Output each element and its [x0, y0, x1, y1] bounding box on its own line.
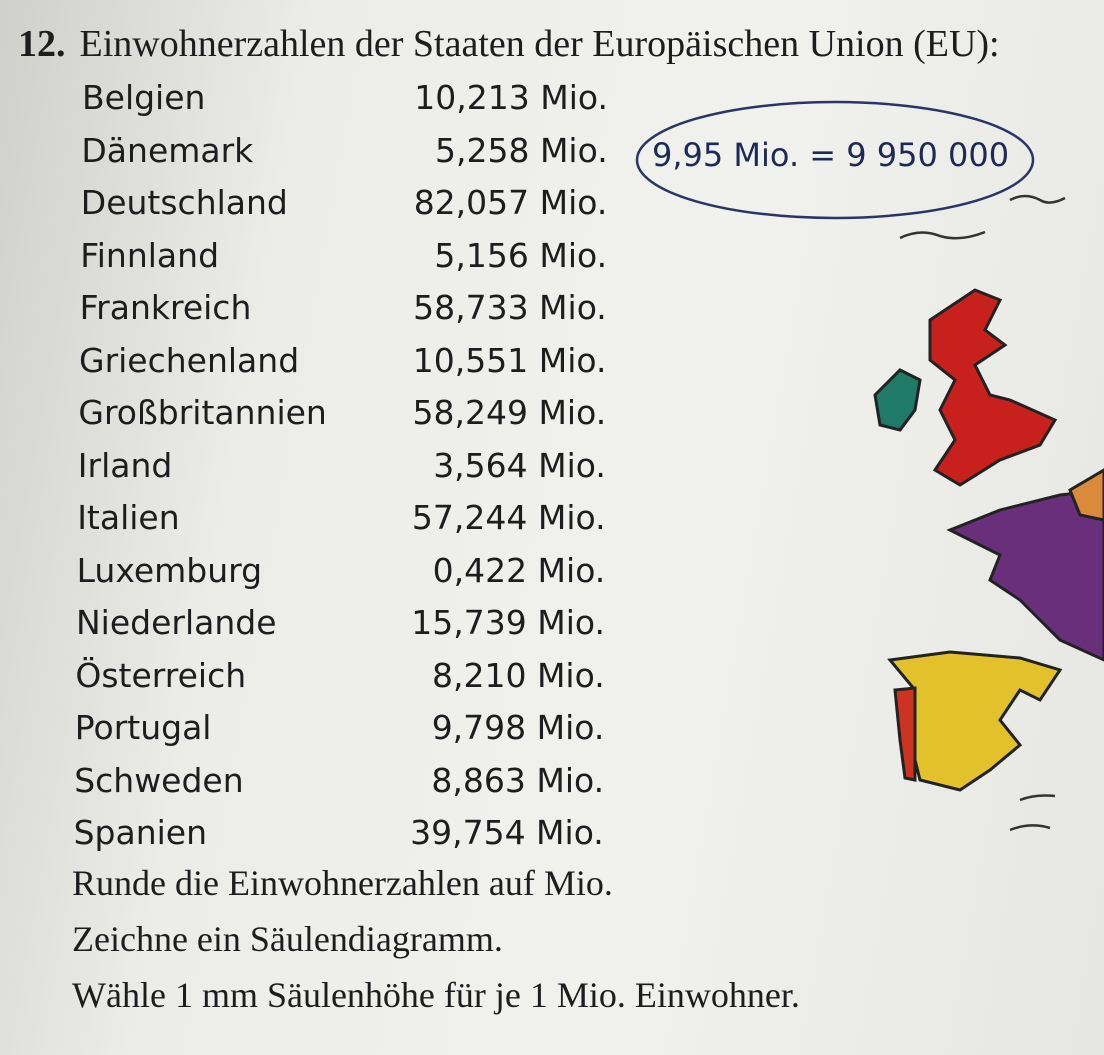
population: 5,156 Mio. [434, 235, 608, 275]
country: Niederlande [76, 603, 277, 642]
country: Schweden [74, 760, 244, 800]
map-belgium [1068, 468, 1104, 522]
country: Irland [77, 445, 173, 485]
population: 82,057 Mio. [413, 183, 608, 222]
population: 5,258 Mio. [434, 130, 608, 170]
wave-lines [899, 194, 1066, 240]
country: Belgien [82, 78, 206, 117]
country: Italien [77, 498, 180, 537]
population: 9,798 Mio. [431, 708, 605, 747]
map-france [946, 488, 1104, 662]
population: 10,551 Mio. [412, 340, 607, 380]
population: 10,213 Mio. [414, 78, 608, 117]
population: 8,210 Mio. [431, 655, 605, 695]
country: Großbritannien [78, 393, 327, 432]
wave-lines [1009, 794, 1056, 832]
population: 0,422 Mio. [432, 550, 606, 590]
map-portugal [893, 686, 917, 782]
country: Deutschland [80, 183, 288, 222]
exercise-number: 12. [18, 23, 66, 65]
note: 9,95 Mio. = 9 950 000 [652, 136, 1010, 174]
population: 39,754 Mio. [410, 813, 604, 852]
population: 3,564 Mio. [433, 445, 606, 485]
country: Luxemburg [76, 550, 263, 590]
population: 58,733 Mio. [413, 288, 607, 327]
population: 8,863 Mio. [431, 760, 605, 800]
population: 57,244 Mio. [411, 498, 606, 537]
population: 15,739 Mio. [411, 603, 605, 642]
title: 12. Einwohnerzahlen der Staaten der Europ… [18, 22, 1000, 66]
country: Griechenland [79, 340, 300, 380]
country: Spanien [73, 813, 208, 852]
population: 58,249 Mio. [412, 393, 607, 432]
map-uk [928, 288, 1058, 487]
instruction: Runde die Einwohnerzahlen auf Mio. [72, 863, 613, 903]
instruction: Wähle 1 mm Säulenhöhe für je 1 Mio. Einw… [72, 975, 800, 1015]
country: Portugal [74, 708, 212, 747]
exercise-title: Einwohnerzahlen der Staaten der Europäis… [79, 23, 1000, 65]
country: Österreich [75, 655, 247, 695]
country: Dänemark [81, 130, 254, 170]
callout-ellipse [635, 100, 1035, 220]
instruction: Zeichne ein Säulendiagramm. [72, 919, 503, 959]
country: Finnland [80, 235, 220, 275]
map-ireland [873, 368, 922, 432]
country: Frankreich [79, 288, 252, 327]
